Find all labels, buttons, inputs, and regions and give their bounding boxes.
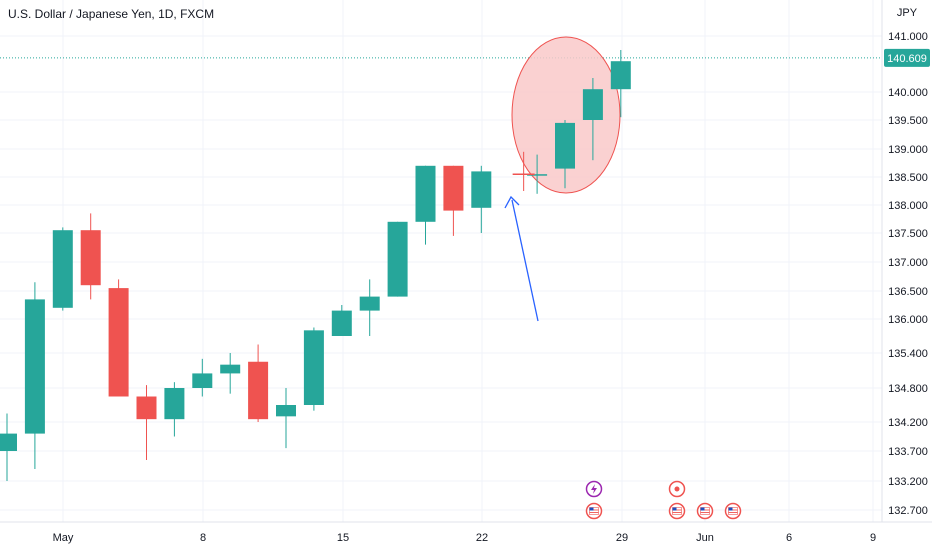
flag-field xyxy=(700,507,710,515)
price-tick-label: 133.700 xyxy=(888,446,928,458)
price-tick-label: 135.400 xyxy=(888,348,928,360)
candle-body xyxy=(164,388,185,420)
candle-body xyxy=(359,296,380,311)
flash-event-icon xyxy=(585,480,603,498)
us-flag-event-icon xyxy=(724,502,742,520)
us-flag-event-icon xyxy=(696,502,714,520)
candle-body xyxy=(527,174,548,176)
price-tick-label: 137.000 xyxy=(888,257,928,269)
time-tick-label: May xyxy=(53,532,74,544)
us-flag-event-icon xyxy=(585,502,603,520)
candle-body xyxy=(80,230,101,286)
time-tick-label: 22 xyxy=(476,532,488,544)
time-tick-label: Jun xyxy=(696,532,714,544)
arrow-shaft xyxy=(511,199,539,322)
price-tick-label: 134.800 xyxy=(888,383,928,395)
candle-body xyxy=(0,433,17,451)
candle-body xyxy=(610,61,631,90)
earnings-event-icon xyxy=(668,480,686,498)
earnings-event-dot xyxy=(674,486,680,492)
flag-canton xyxy=(728,507,733,511)
highlight-ellipse xyxy=(511,36,621,194)
price-tick-label: 141.000 xyxy=(888,31,928,43)
candles xyxy=(0,50,631,481)
candle-body xyxy=(248,361,269,420)
candle-body xyxy=(555,122,575,169)
flag-field xyxy=(728,507,738,515)
time-tick-label: 29 xyxy=(616,532,628,544)
price-axis[interactable]: JPY 141.000 140.000 139.500 139.000 138.500 13… xyxy=(881,0,930,522)
price-tick-label: 140.000 xyxy=(888,87,928,99)
candle-body xyxy=(443,165,464,211)
flag-canton xyxy=(589,507,594,511)
price-tick-label: 136.500 xyxy=(888,286,928,298)
grid-lines xyxy=(0,0,882,522)
candle-body xyxy=(192,373,213,388)
price-tick-label: 139.000 xyxy=(888,144,928,156)
time-tick-label: 15 xyxy=(337,532,349,544)
arrow-head xyxy=(504,195,520,209)
last-price-label: 140.609 xyxy=(887,53,927,65)
flag-canton xyxy=(672,507,677,511)
last-price-badge xyxy=(884,48,930,67)
annotation-arrow xyxy=(504,195,539,322)
price-tick-label: 138.000 xyxy=(888,200,928,212)
flag-canton xyxy=(700,507,705,511)
time-tick-label: 6 xyxy=(786,532,792,544)
candle-body xyxy=(303,330,324,405)
candle-body xyxy=(136,396,157,420)
flag-field xyxy=(589,507,599,515)
currency-label: JPY xyxy=(897,7,918,19)
price-tick-label: 139.500 xyxy=(888,115,928,127)
price-tick-label: 137.500 xyxy=(888,228,928,240)
candle-body xyxy=(276,405,296,417)
time-axis[interactable]: May 8 15 22 29 Jun 6 9 xyxy=(0,521,932,544)
time-tick-label: 8 xyxy=(200,532,206,544)
candle-body xyxy=(582,89,603,120)
candle-body xyxy=(52,230,73,308)
us-flag-event-icon xyxy=(668,502,686,520)
price-tick-label: 134.200 xyxy=(888,417,928,429)
time-tick-label: 9 xyxy=(870,532,876,544)
highlight-ellipse xyxy=(511,36,621,194)
candle-body xyxy=(24,299,45,434)
flag-field xyxy=(672,507,682,515)
candle-body xyxy=(387,221,408,297)
candle-body xyxy=(331,310,352,336)
price-tick-label: 133.200 xyxy=(888,476,928,488)
candle-body xyxy=(108,288,129,397)
price-tick-label: 136.000 xyxy=(888,314,928,326)
candle-body xyxy=(220,364,241,374)
price-tick-label: 138.500 xyxy=(888,172,928,184)
price-tick-label: 132.700 xyxy=(888,505,928,517)
candle-body xyxy=(471,171,492,208)
flash-bolt xyxy=(591,484,597,494)
event-markers[interactable] xyxy=(585,480,742,520)
candle-body xyxy=(415,165,436,222)
chart-title: U.S. Dollar / Japanese Yen, 1D, FXCM xyxy=(8,7,215,21)
